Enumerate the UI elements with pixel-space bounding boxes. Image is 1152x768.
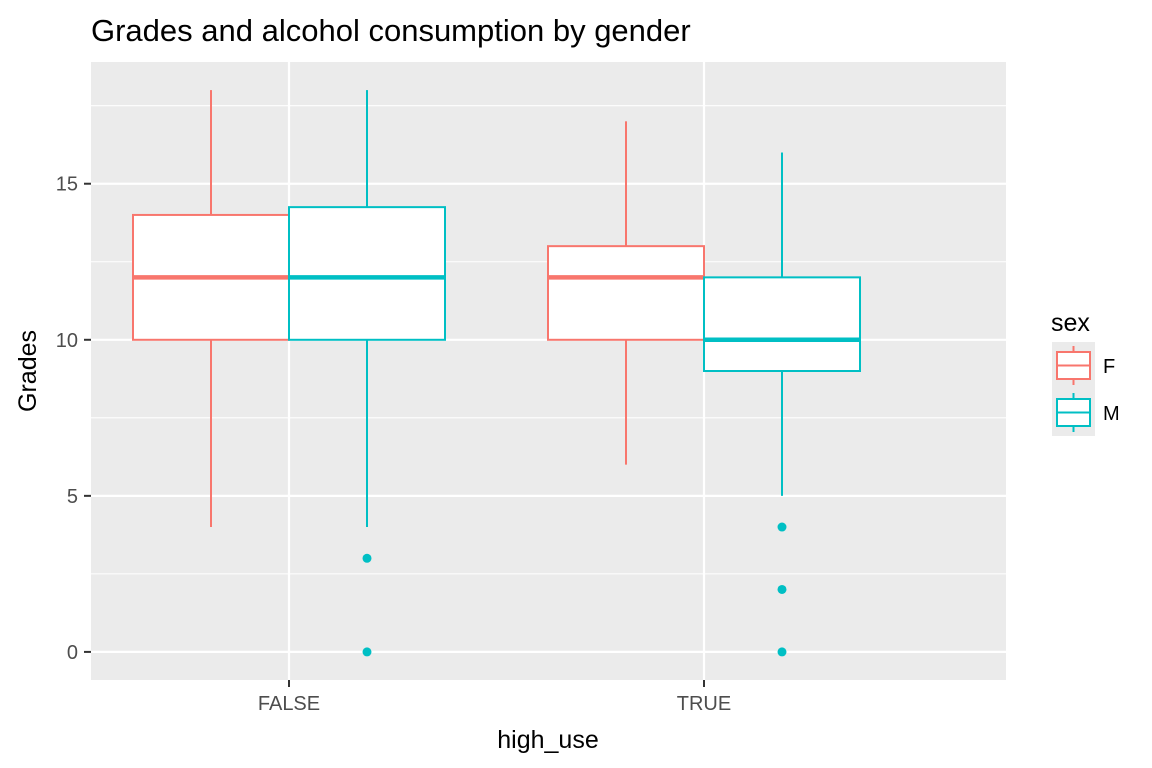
legend-title: sex [1051,309,1090,337]
iqr-box [288,206,446,341]
legend-label-F: F [1103,356,1115,378]
box-F-FALSE [132,90,290,528]
iqr-box [703,276,861,373]
x-axis-title: high_use [497,726,598,754]
outlier-point [777,584,787,594]
box-M-TRUE [703,152,861,657]
box-series [132,90,861,657]
x-tick-label: FALSE [258,693,320,715]
outlier-point [362,647,372,657]
chart-title: Grades and alcohol consumption by gender [91,13,691,48]
outlier-point [777,647,787,657]
outlier-point [777,522,787,532]
y-tick-label: 15 [56,174,78,196]
y-tick-label: 0 [67,642,78,664]
outlier-point [362,553,372,563]
x-tick-label: TRUE [677,693,731,715]
y-axis: 0 5 10 15 [56,174,91,664]
legend: sex F M [1051,309,1120,436]
y-tick-label: 10 [56,330,78,352]
box-M-FALSE [288,90,446,657]
y-tick-label: 5 [67,486,78,508]
legend-label-M: M [1103,403,1120,425]
y-axis-title: Grades [14,330,42,412]
legend-key-F [1052,342,1095,389]
legend-key-M [1052,389,1095,436]
iqr-box [547,245,705,341]
plot-panel [91,62,1006,680]
x-axis: FALSE TRUE [258,680,731,715]
